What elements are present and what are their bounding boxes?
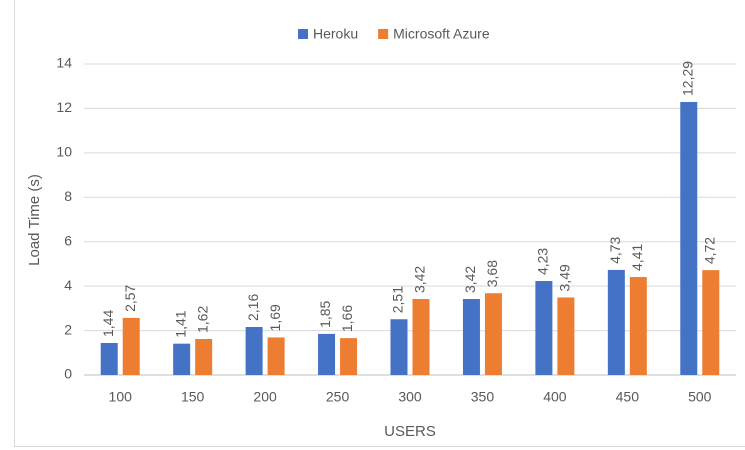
data-label: 4,72 [701, 237, 717, 264]
bar [267, 337, 285, 375]
data-label: 1,41 [172, 310, 188, 337]
bar [484, 293, 502, 375]
x-tick-label: 350 [471, 389, 495, 405]
x-tick-label: 100 [109, 389, 133, 405]
y-tick-label: 14 [56, 55, 72, 71]
data-label: 3,49 [557, 264, 573, 291]
legend-swatch [378, 29, 389, 39]
x-axis-title: USERS [384, 423, 436, 440]
data-label: 2,51 [390, 286, 406, 313]
bar [100, 343, 118, 375]
y-tick-label: 6 [64, 232, 72, 248]
chart-border [14, 0, 745, 447]
legend-label: Heroku [313, 26, 358, 42]
data-label: 3,42 [412, 266, 428, 293]
bar [122, 317, 140, 375]
x-tick-label: 400 [543, 389, 567, 405]
data-label: 1,85 [317, 300, 333, 327]
bar [702, 270, 720, 375]
y-axis-title: Load Time (s) [26, 174, 43, 266]
x-tick-label: 300 [398, 389, 422, 405]
data-label: 1,69 [267, 304, 283, 331]
y-tick-label: 2 [64, 321, 72, 337]
bar [390, 319, 408, 375]
bar [629, 277, 647, 375]
data-label: 4,41 [629, 244, 645, 271]
bar [607, 269, 625, 375]
x-tick-label: 450 [616, 389, 640, 405]
data-label: 1,44 [100, 310, 116, 337]
data-label: 12,29 [679, 61, 695, 96]
bar [195, 339, 213, 375]
bar [318, 333, 336, 375]
x-tick-label: 250 [326, 389, 350, 405]
data-label: 2,57 [122, 284, 138, 311]
y-tick-label: 12 [56, 99, 72, 115]
legend-swatch [298, 29, 308, 39]
y-tick-label: 10 [56, 144, 72, 160]
data-label: 2,16 [245, 294, 261, 321]
bar [535, 281, 553, 375]
data-label: 4,73 [607, 236, 623, 263]
y-tick-label: 0 [64, 366, 72, 382]
data-label: 1,62 [194, 306, 210, 333]
bar [245, 327, 263, 375]
data-label: 4,23 [535, 248, 551, 275]
bar [680, 101, 698, 376]
x-tick-label: 500 [688, 389, 712, 405]
bar [340, 338, 358, 375]
bar [173, 343, 191, 375]
data-label: 1,66 [339, 305, 355, 332]
bar [412, 299, 430, 375]
x-tick-label: 150 [181, 389, 205, 405]
data-label: 3,68 [484, 260, 500, 287]
bar [462, 299, 480, 375]
data-label: 3,42 [462, 266, 478, 293]
y-tick-label: 4 [64, 277, 72, 293]
x-tick-label: 200 [253, 389, 277, 405]
legend-label: Microsoft Azure [393, 26, 490, 42]
bar [557, 297, 575, 375]
y-tick-label: 8 [64, 188, 72, 204]
